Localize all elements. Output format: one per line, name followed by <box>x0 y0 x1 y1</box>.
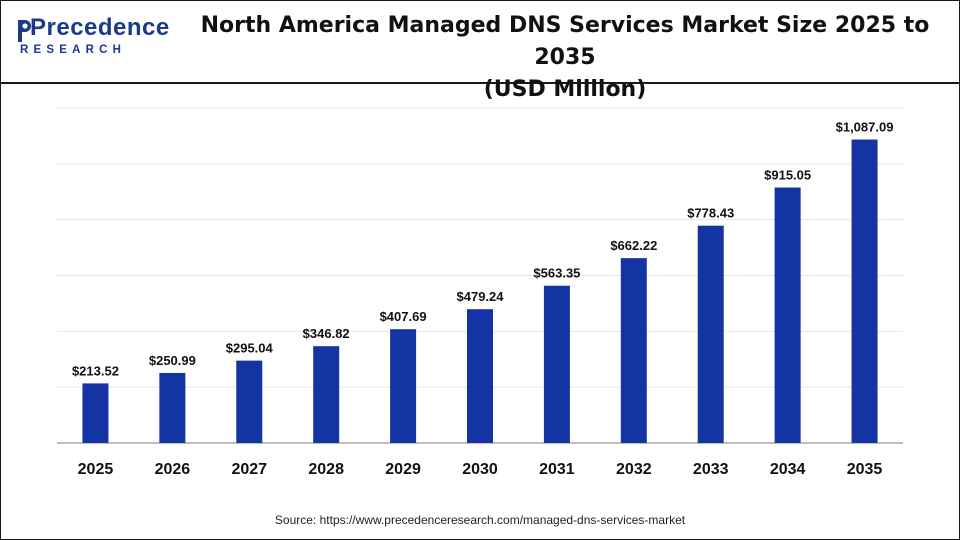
bar <box>82 383 109 443</box>
bar-value-label: $346.82 <box>303 326 350 341</box>
source-note: Source: https://www.precedenceresearch.c… <box>274 513 686 527</box>
chart-title-line-1: North America Managed DNS Services Marke… <box>200 13 930 70</box>
bar <box>774 187 801 443</box>
bar-value-label: $563.35 <box>533 266 580 281</box>
x-tick-label: 2033 <box>693 461 729 478</box>
brand-logo: Precedence RESEARCH <box>16 14 169 64</box>
bar-value-label: $250.99 <box>149 353 196 368</box>
bar <box>467 309 493 443</box>
bar <box>543 285 570 443</box>
bar-value-label: $213.52 <box>72 363 119 378</box>
bar-value-label: $662.22 <box>610 238 657 253</box>
bar <box>851 139 878 444</box>
logo-name: Precedence <box>30 14 170 41</box>
chart-title: North America Managed DNS Services Marke… <box>180 10 950 106</box>
bar-value-label: $479.24 <box>457 289 505 304</box>
logo-p-icon <box>18 20 31 42</box>
x-tick-label: 2025 <box>78 461 114 478</box>
bar-value-label: $407.69 <box>380 309 427 324</box>
bar-value-label: $915.05 <box>764 168 811 183</box>
x-tick-label: 2028 <box>308 461 344 478</box>
x-tick-label: 2035 <box>847 461 883 478</box>
bar <box>313 346 340 443</box>
x-tick-label: 2030 <box>462 461 498 478</box>
header-divider <box>0 82 960 84</box>
bar <box>390 329 417 443</box>
logo-tagline: RESEARCH <box>20 44 127 56</box>
bar <box>697 225 724 443</box>
bar-value-label: $295.04 <box>226 341 274 356</box>
bar <box>159 372 186 443</box>
x-tick-label: 2029 <box>385 461 421 478</box>
bar-value-label: $1,087.09 <box>836 120 894 135</box>
bar <box>620 258 647 443</box>
x-tick-label: 2032 <box>616 461 652 478</box>
bar <box>236 360 263 443</box>
chart-title-line-2: (USD Million) <box>483 77 647 102</box>
x-tick-label: 2027 <box>231 461 267 478</box>
x-tick-label: 2031 <box>539 461 575 478</box>
x-tick-label: 2026 <box>155 461 191 478</box>
bar-value-label: $778.43 <box>687 206 734 221</box>
x-tick-label: 2034 <box>770 461 806 478</box>
